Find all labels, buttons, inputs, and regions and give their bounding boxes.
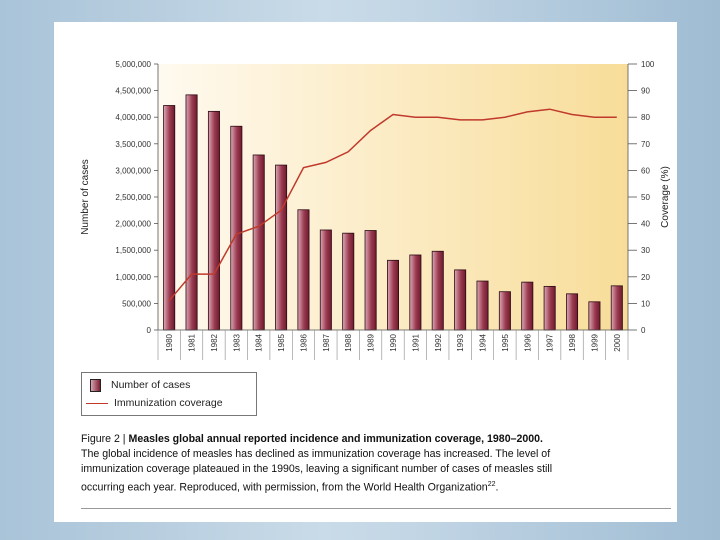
y-tick-label-right: 60 xyxy=(641,166,650,175)
y-tick-label-right: 40 xyxy=(641,220,650,229)
left-axis: 0 500,000 1,000,000 1,500,000 2,000,000 2,500… xyxy=(115,60,159,335)
caption-line-1: The global incidence of measles has decl… xyxy=(81,448,551,460)
bar-cases-1989 xyxy=(364,230,377,331)
bar-cases-1998 xyxy=(566,293,579,331)
y-tick-label-left: 3,500,000 xyxy=(115,140,151,149)
y-tick-label-right: 90 xyxy=(641,87,650,96)
bar-cases-1995 xyxy=(498,291,511,331)
y-tick-label-right: 70 xyxy=(641,140,650,149)
figure-caption: Figure 2 | Measles global annual reporte… xyxy=(81,432,671,496)
x-tick-label: 1985 xyxy=(277,333,286,351)
bar-cases-1999 xyxy=(588,301,601,331)
y-axis-title-left: Number of cases xyxy=(80,159,91,235)
y-tick-label-right: 30 xyxy=(641,246,650,255)
x-tick-label: 1988 xyxy=(344,333,353,351)
x-tick-label: 1991 xyxy=(411,333,420,351)
bar-cases-1997 xyxy=(543,285,556,331)
caption-line-3-text: occurring each year. Reproduced, with pe… xyxy=(81,481,488,494)
y-tick-label-right: 80 xyxy=(641,113,650,122)
coverage-line-series xyxy=(168,108,617,302)
caption-title: Measles global annual reported incidence… xyxy=(128,433,543,445)
bar-cases-2000 xyxy=(610,285,623,331)
bar-cases-1988 xyxy=(342,232,355,331)
bar-cases-1982 xyxy=(207,110,220,331)
x-tick-label: 1997 xyxy=(546,333,555,351)
caption-rule xyxy=(81,508,671,509)
y-tick-label-right: 50 xyxy=(641,193,650,202)
x-tick-label: 1982 xyxy=(210,333,219,351)
measles-chart: 0 500,000 1,000,000 1,500,000 2,000,000 2,500… xyxy=(80,60,671,360)
bar-cases-1992 xyxy=(431,250,444,331)
legend-label-coverage: Immunization coverage xyxy=(114,397,223,409)
legend-swatch-line xyxy=(86,402,108,404)
legend-item-coverage: Immunization coverage xyxy=(86,396,223,410)
x-tick-label: 1989 xyxy=(367,333,376,351)
x-tick-label: 1996 xyxy=(523,333,532,351)
x-tick-label: 1999 xyxy=(590,333,599,351)
caption-heading: Figure 2 | Measles global annual reporte… xyxy=(81,432,671,447)
y-tick-label-left: 0 xyxy=(147,326,152,335)
bar-cases-1986 xyxy=(297,209,310,331)
caption-line-2: immunization coverage plateaued in the 1… xyxy=(81,463,553,475)
y-tick-label-left: 1,500,000 xyxy=(115,246,151,255)
legend-item-cases: Number of cases xyxy=(90,378,190,392)
x-tick-label: 1993 xyxy=(456,333,465,351)
x-tick-label: 1998 xyxy=(568,333,577,351)
x-tick-label: 1986 xyxy=(300,333,309,351)
y-tick-label-right: 0 xyxy=(641,326,646,335)
y-tick-label-left: 5,000,000 xyxy=(115,60,151,69)
x-axis: 1980 1981 1982 1983 1984 1985 1986 1987 1988 1989… xyxy=(157,329,629,360)
y-tick-label-left: 2,000,000 xyxy=(115,220,151,229)
x-tick-label: 1995 xyxy=(501,333,510,351)
x-tick-label: 1980 xyxy=(165,333,174,351)
x-tick-label: 2000 xyxy=(613,333,622,351)
bar-cases-1994 xyxy=(476,280,489,331)
caption-figure-label: Figure 2 | xyxy=(81,433,126,445)
right-axis: 0 10 20 30 40 50 60 70 80 90 100 xyxy=(627,60,655,335)
y-tick-label-left: 2,500,000 xyxy=(115,193,151,202)
bar-series xyxy=(163,94,623,331)
x-tick-label: 1983 xyxy=(232,333,241,351)
x-tick-label: 1992 xyxy=(434,333,443,351)
bar-cases-1996 xyxy=(521,281,534,331)
y-tick-label-left: 1,000,000 xyxy=(115,273,151,282)
x-tick-label: 1984 xyxy=(255,333,264,351)
bar-cases-1985 xyxy=(275,164,288,331)
legend-label-cases: Number of cases xyxy=(111,379,191,391)
y-tick-label-right: 100 xyxy=(641,60,655,69)
y-tick-label-left: 3,000,000 xyxy=(115,166,151,175)
bar-cases-1984 xyxy=(252,154,265,331)
legend-swatch-bar xyxy=(90,378,101,392)
y-tick-label-left: 500,000 xyxy=(122,299,151,308)
y-tick-label-left: 4,500,000 xyxy=(115,87,151,96)
caption-line-3: occurring each year. Reproduced, with pe… xyxy=(81,477,671,496)
bar-cases-1987 xyxy=(319,229,332,331)
y-axis-title-right: Coverage (%) xyxy=(660,166,671,228)
legend: Number of cases Immunization coverage xyxy=(81,372,257,416)
x-tick-label: 1994 xyxy=(479,333,488,351)
slide: 0 500,000 1,000,000 1,500,000 2,000,000 2,500… xyxy=(54,22,677,522)
caption-reference: 22 xyxy=(487,481,496,488)
bar-cases-1990 xyxy=(387,259,399,331)
bar-cases-1983 xyxy=(230,125,243,331)
bar-cases-1981 xyxy=(185,94,198,331)
y-tick-label-left: 4,000,000 xyxy=(115,113,151,122)
y-tick-label-right: 10 xyxy=(641,299,650,308)
y-tick-label-right: 20 xyxy=(641,273,650,282)
coverage-line xyxy=(168,108,617,302)
x-tick-label: 1981 xyxy=(188,333,197,351)
bar-cases-1993 xyxy=(454,269,467,331)
caption-end: . xyxy=(495,481,499,494)
bar-cases-1991 xyxy=(409,254,422,331)
x-tick-label: 1990 xyxy=(389,333,398,351)
x-tick-label: 1987 xyxy=(322,333,331,351)
